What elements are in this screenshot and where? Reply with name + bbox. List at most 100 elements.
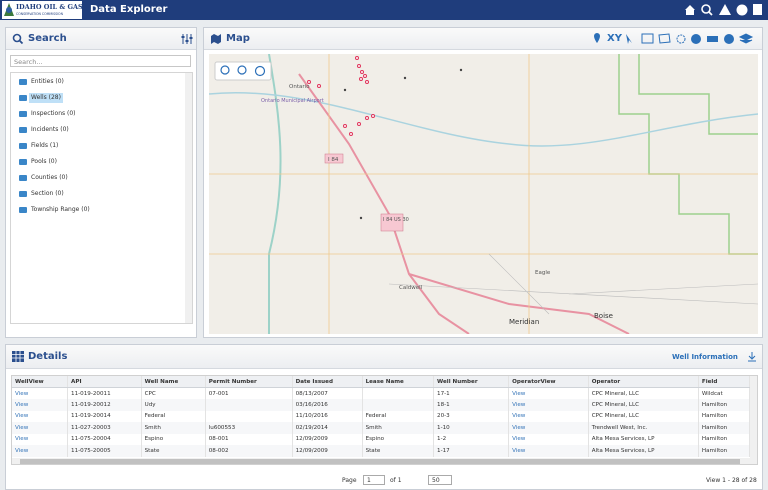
tree-item[interactable]: Township Range (0) — [19, 205, 92, 215]
logo-subtitle: CONSERVATION COMMISSION — [16, 12, 63, 16]
view-link[interactable]: View — [508, 410, 589, 422]
panel-header: Map XY — [204, 28, 762, 50]
view-link[interactable]: View — [508, 433, 589, 445]
view-link[interactable]: View — [508, 445, 589, 457]
vertical-scrollbar — [750, 376, 757, 458]
clear-tool[interactable] — [691, 34, 701, 44]
view-link[interactable]: View — [12, 445, 69, 457]
polygon-tool[interactable] — [658, 33, 671, 44]
column-header[interactable]: Operator — [588, 376, 699, 388]
zoom-in[interactable] — [220, 65, 230, 75]
info-tool[interactable] — [724, 34, 734, 44]
table-cell — [362, 399, 435, 411]
home-icon[interactable] — [685, 5, 695, 15]
header: IDAHO OIL & GAS CONSERVATION COMMISSION … — [0, 0, 768, 20]
header-icons — [685, 4, 762, 16]
table-cell: 08-002 — [205, 445, 293, 457]
table-cell: Espino — [141, 433, 206, 445]
zoom-out[interactable] — [237, 65, 247, 75]
column-header[interactable]: WellView — [12, 376, 69, 388]
table-cell: CPC Mineral, LLC — [588, 410, 699, 422]
page-size-select[interactable]: 50 — [428, 475, 452, 485]
page-input[interactable]: 1 — [363, 475, 385, 485]
view-link[interactable]: View — [12, 422, 69, 434]
full-extent[interactable] — [254, 65, 266, 77]
points — [343, 68, 463, 220]
table-cell — [205, 410, 293, 422]
search-icon[interactable] — [701, 4, 711, 14]
column-header[interactable]: Field — [698, 376, 751, 388]
table-cell: 11-027-20003 — [67, 422, 142, 434]
search-input[interactable]: Search... — [10, 55, 191, 67]
river — [268, 54, 282, 334]
shield — [324, 153, 344, 164]
table-cell: 11-019-20012 — [67, 399, 142, 411]
filter-icon[interactable] — [181, 33, 193, 45]
table-cell: State — [141, 445, 206, 457]
map-panel: Map XY Ontario Ontario Munic — [203, 27, 763, 338]
scrollbar — [185, 73, 192, 323]
tree-item[interactable]: Section (0) — [19, 189, 66, 199]
table-cell: 11-075-20004 — [67, 433, 142, 445]
table-cell: CPC Mineral, LLC — [588, 399, 699, 411]
well-markers — [307, 56, 375, 136]
column-header[interactable]: Well Number — [433, 376, 510, 388]
column-header[interactable]: Date Issued — [292, 376, 363, 388]
tree-item[interactable]: Entities (0) — [19, 77, 66, 87]
box-tool[interactable] — [641, 33, 654, 44]
download-icon[interactable] — [747, 351, 757, 362]
folder-icon — [19, 143, 27, 149]
table-cell: Smith — [362, 422, 435, 434]
xy-button[interactable]: XY — [607, 33, 622, 44]
tree-item[interactable]: Wells (28) — [19, 93, 63, 103]
column-header[interactable]: Well Name — [141, 376, 206, 388]
table-row: View 11-075-20005 State 08-002 12/09/2009 Sta… — [12, 445, 751, 457]
table-cell: 11-075-20005 — [67, 445, 142, 457]
tree-item[interactable]: Fields (1) — [19, 141, 60, 151]
view-link[interactable]: View — [508, 422, 589, 434]
tree-item[interactable]: Incidents (0) — [19, 125, 71, 135]
roads — [388, 253, 758, 315]
print-tool[interactable] — [707, 36, 718, 42]
select-tool[interactable] — [626, 34, 632, 44]
table-cell: Alta Mesa Services, LP — [588, 445, 699, 457]
logo-title: IDAHO OIL & GAS — [16, 3, 83, 11]
tree: Entities (0) Wells (28) Inspections (0) Inc… — [10, 72, 193, 324]
column-header[interactable]: Permit Number — [205, 376, 293, 388]
table-cell: 12/09/2009 — [292, 445, 363, 457]
table-cell: Federal — [141, 410, 206, 422]
view-link[interactable]: View — [12, 433, 69, 445]
help-icon[interactable] — [736, 4, 748, 16]
tree-item[interactable]: Counties (0) — [19, 173, 70, 183]
column-header[interactable]: API — [67, 376, 142, 388]
details-panel: Details Well Information WellView API Well… — [5, 344, 763, 490]
interstate — [298, 73, 470, 334]
doc-icon[interactable] — [753, 4, 762, 15]
table-cell: Espino — [362, 433, 435, 445]
column-header[interactable]: Lease Name — [362, 376, 435, 388]
interstate — [408, 273, 630, 334]
well-info-link[interactable]: Well Information — [672, 353, 738, 361]
view-link[interactable]: View — [508, 399, 589, 411]
roads — [209, 54, 758, 334]
view-link[interactable]: View — [12, 410, 69, 422]
locate-tool[interactable] — [594, 33, 600, 43]
zoom-controls — [214, 61, 272, 81]
table-cell: 1-17 — [433, 445, 510, 457]
radius-tool[interactable] — [676, 34, 686, 44]
map-label: Eagle — [535, 270, 551, 276]
folder-icon — [19, 207, 27, 213]
table-row: View 11-075-20004 Espino 08-001 12/09/2009 Es… — [12, 433, 751, 445]
column-header[interactable]: OperatorView — [508, 376, 589, 388]
view-link[interactable]: View — [12, 387, 69, 399]
view-link[interactable]: View — [508, 387, 589, 399]
tree-item[interactable]: Pools (0) — [19, 157, 59, 167]
table-cell: lu600553 — [205, 422, 293, 434]
table-cell: 11/10/2016 — [292, 410, 363, 422]
view-link[interactable]: View — [12, 399, 69, 411]
folder-icon — [19, 175, 27, 181]
alert-icon[interactable] — [719, 4, 731, 15]
tree-item[interactable]: Inspections (0) — [19, 109, 78, 119]
table-cell: 17-1 — [433, 387, 510, 399]
layers-tool[interactable] — [738, 33, 754, 44]
